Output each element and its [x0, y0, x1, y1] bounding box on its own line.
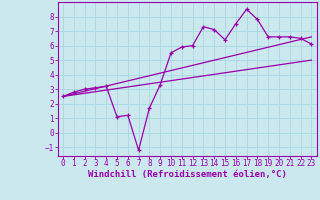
X-axis label: Windchill (Refroidissement éolien,°C): Windchill (Refroidissement éolien,°C)	[88, 170, 287, 179]
